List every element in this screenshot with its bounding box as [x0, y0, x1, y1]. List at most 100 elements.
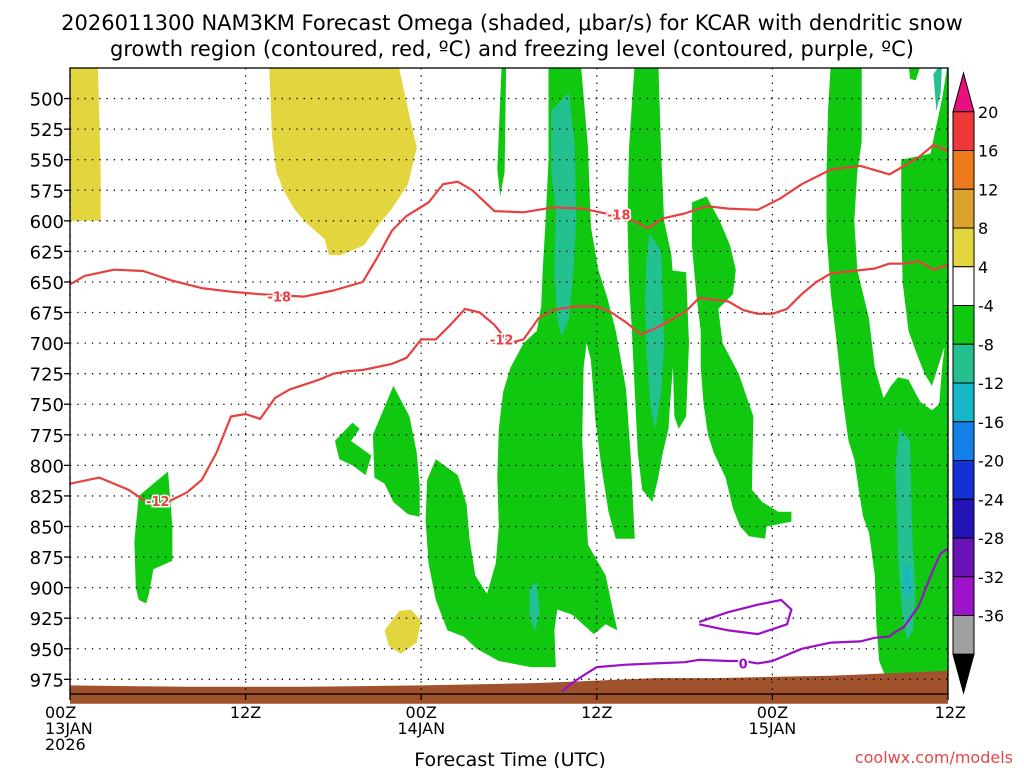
- colorbar-label--32: -32: [978, 568, 1004, 587]
- axes: 500 525 550 575 600 625 650 675 700 725 750 775 800 8…: [30, 67, 966, 754]
- y-tick-label-550: 550: [30, 151, 64, 172]
- x-tick-label-24-1: 14JAN: [397, 719, 445, 738]
- omega-region-green-13: [909, 68, 920, 81]
- colorbar-label-16: 16: [978, 142, 998, 161]
- omega-region-cyan-19: [904, 563, 910, 598]
- x-tick-label-12-0: 12Z: [230, 703, 261, 722]
- chart-title-line1: 2026011300 NAM3KM Forecast Omega (shaded…: [61, 11, 963, 35]
- omega-region-green-9: [667, 269, 689, 429]
- y-tick-label-750: 750: [30, 395, 64, 416]
- colorbar-label--36: -36: [978, 607, 1004, 626]
- omega-region-green-6: [497, 68, 507, 197]
- grid-lines: [69, 68, 949, 694]
- contour-line--12: [70, 260, 948, 508]
- contour-label--18: -18: [607, 209, 631, 224]
- x-tick-label-60-0: 12Z: [935, 703, 966, 722]
- y-tick-label-525: 525: [30, 120, 64, 141]
- colorbar-label-8: 8: [978, 219, 988, 238]
- colorbar-label--4: -4: [978, 297, 994, 316]
- omega-region-green-7: [425, 68, 635, 668]
- surface-terrain: [70, 670, 948, 704]
- x-tick-label-48-1: 15JAN: [749, 719, 797, 738]
- colorbar-band-14: [952, 615, 975, 655]
- chart-title-line2: growth region (contoured, red, ºC) and f…: [110, 37, 914, 61]
- y-tick-label-875: 875: [30, 548, 64, 569]
- y-tick-label-650: 650: [30, 273, 64, 294]
- plot-frame: [69, 67, 949, 695]
- y-tick-label-500: 500: [30, 90, 64, 111]
- colorbar-band-3: [952, 188, 975, 229]
- y-tick-label-700: 700: [30, 334, 64, 355]
- x-tick-label-0-0: 00Z: [45, 703, 76, 722]
- colorbar: 20 16 12 8 4 -4 -8 -12 -16 -20 -24 -28 -32 -36: [952, 71, 1004, 695]
- x-tick-label-0-2: 2026: [45, 735, 86, 754]
- omega-region-teal-16: [529, 581, 540, 631]
- colorbar-band-12: [952, 537, 975, 578]
- colorbar-band-11: [952, 498, 975, 539]
- y-tick-label-675: 675: [30, 304, 64, 325]
- x-tick-label-24-0: 00Z: [406, 703, 437, 722]
- contour-label--18: -18: [268, 291, 292, 306]
- watermark: coolwx.com/models: [855, 748, 1013, 767]
- omega-region-teal-18: [933, 68, 942, 111]
- x-tick-label-0-1: 13JAN: [45, 719, 93, 738]
- omega-region-green-12: [901, 68, 948, 386]
- y-tick-label-850: 850: [30, 517, 64, 538]
- y-tick-label-800: 800: [30, 456, 64, 477]
- colorbar-band-6: [952, 305, 975, 345]
- y-tick-label-975: 975: [30, 670, 64, 691]
- colorbar-label-12: 12: [978, 180, 998, 199]
- omega-region-yellow-0: [70, 68, 101, 221]
- contour-loop-0: [698, 598, 793, 636]
- y-tick-label-925: 925: [30, 609, 64, 630]
- colorbar-band-4: [952, 227, 975, 268]
- terrain-fill: [70, 670, 948, 704]
- contour-label-0: 0: [739, 657, 748, 672]
- omega-region-yellow-1: [269, 68, 417, 256]
- colorbar-band-13: [952, 576, 975, 616]
- y-tick-label-775: 775: [30, 426, 64, 447]
- y-tick-label-625: 625: [30, 242, 64, 263]
- y-tick-label-575: 575: [30, 181, 64, 202]
- omega-region-green-11: [826, 68, 948, 694]
- colorbar-band-9: [952, 421, 975, 461]
- omega-region-teal-15: [645, 233, 665, 429]
- omega-shaded-field: [70, 68, 948, 694]
- colorbar-band-1: [952, 111, 975, 151]
- temperature-contours: -18 -18 -12 -12 0: [70, 143, 948, 693]
- contour-label--12: -12: [146, 495, 170, 510]
- colorbar-label--28: -28: [978, 529, 1004, 548]
- contour-line--18: [70, 143, 948, 298]
- y-tick-label-900: 900: [30, 579, 64, 600]
- omega-region-green-10: [691, 196, 792, 539]
- colorbar-band-15: [952, 653, 975, 695]
- omega-region-green-3: [134, 471, 173, 604]
- omega-region-green-5: [372, 385, 420, 517]
- colorbar-band-7: [952, 343, 975, 384]
- colorbar-band-8: [952, 382, 975, 423]
- colorbar-label--16: -16: [978, 413, 1004, 432]
- omega-region-teal-14: [551, 92, 577, 337]
- omega-region-yellow-2: [384, 609, 422, 654]
- colorbar-band-10: [952, 460, 975, 500]
- contour-label--12: -12: [490, 333, 514, 348]
- colorbar-label--12: -12: [978, 374, 1004, 393]
- colorbar-band-0: [952, 71, 975, 113]
- y-tick-label-600: 600: [30, 212, 64, 233]
- x-axis-label: Forecast Time (UTC): [414, 749, 605, 768]
- colorbar-label-4: 4: [978, 258, 988, 277]
- y-tick-label-725: 725: [30, 365, 64, 386]
- y-tick-label-825: 825: [30, 487, 64, 508]
- x-tick-label-36-0: 12Z: [581, 703, 612, 722]
- colorbar-label--8: -8: [978, 335, 994, 354]
- y-tick-label-950: 950: [30, 640, 64, 661]
- colorbar-band-5: [952, 266, 975, 306]
- omega-region-green-4: [334, 422, 372, 476]
- colorbar-label--20: -20: [978, 452, 1004, 471]
- colorbar-band-2: [952, 150, 975, 190]
- x-tick-label-48-0: 00Z: [757, 703, 788, 722]
- colorbar-label--24: -24: [978, 490, 1004, 509]
- contour-line-0: [560, 547, 948, 693]
- colorbar-label-20: 20: [978, 103, 998, 122]
